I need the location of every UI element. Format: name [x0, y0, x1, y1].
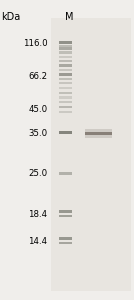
- Text: 18.4: 18.4: [28, 210, 48, 219]
- Bar: [59, 68, 72, 70]
- Bar: [59, 73, 72, 76]
- Bar: [59, 110, 72, 112]
- Bar: [59, 64, 72, 67]
- Bar: [59, 214, 72, 217]
- Bar: [85, 131, 111, 135]
- Bar: [85, 135, 111, 138]
- Bar: [85, 129, 111, 131]
- Text: 14.4: 14.4: [28, 237, 48, 246]
- Bar: [59, 44, 72, 46]
- Bar: [59, 210, 72, 213]
- Bar: [59, 82, 72, 84]
- Bar: [59, 56, 72, 58]
- Bar: [59, 101, 72, 103]
- Bar: [59, 172, 72, 175]
- Bar: [59, 87, 72, 89]
- Bar: [59, 96, 72, 98]
- Bar: [59, 60, 72, 62]
- Bar: [59, 77, 72, 80]
- Text: 45.0: 45.0: [28, 105, 48, 114]
- Text: M: M: [65, 12, 74, 22]
- Bar: [59, 41, 72, 44]
- Bar: [59, 237, 72, 240]
- Text: 116.0: 116.0: [23, 39, 48, 48]
- Bar: [59, 106, 72, 108]
- Text: kDa: kDa: [1, 12, 20, 22]
- Bar: [59, 92, 72, 94]
- Bar: [59, 131, 72, 134]
- Bar: [59, 47, 72, 50]
- Text: 66.2: 66.2: [28, 72, 48, 81]
- Bar: [59, 242, 72, 244]
- Text: 25.0: 25.0: [28, 169, 48, 178]
- Bar: [51, 18, 131, 291]
- Text: 35.0: 35.0: [28, 129, 48, 138]
- Bar: [59, 51, 72, 54]
